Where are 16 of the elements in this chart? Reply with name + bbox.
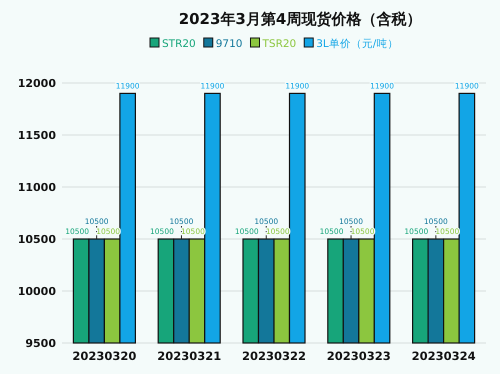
y-tick-label: 12000 xyxy=(18,77,56,90)
legend-label: TSR20 xyxy=(261,38,296,50)
x-tick-label: 20230322 xyxy=(242,349,306,363)
legend-label: STR20 xyxy=(162,38,196,50)
x-tick-label: 20230323 xyxy=(326,349,391,363)
y-tick-label: 9500 xyxy=(25,337,56,350)
x-tick-label: 20230321 xyxy=(157,349,222,363)
legend-label: 9710 xyxy=(216,38,242,50)
y-tick-label: 11000 xyxy=(18,181,56,194)
y-tick-label: 10000 xyxy=(18,285,56,298)
x-tick-label: 20230324 xyxy=(412,349,476,363)
legend-label: 3L单价（元/吨） xyxy=(316,37,398,50)
y-tick-label: 10500 xyxy=(18,233,56,246)
x-tick-label: 20230320 xyxy=(72,349,136,363)
y-tick-label: 11500 xyxy=(18,129,56,142)
chart-title: 2023年3月第4周现货价格（含税） xyxy=(178,10,422,28)
